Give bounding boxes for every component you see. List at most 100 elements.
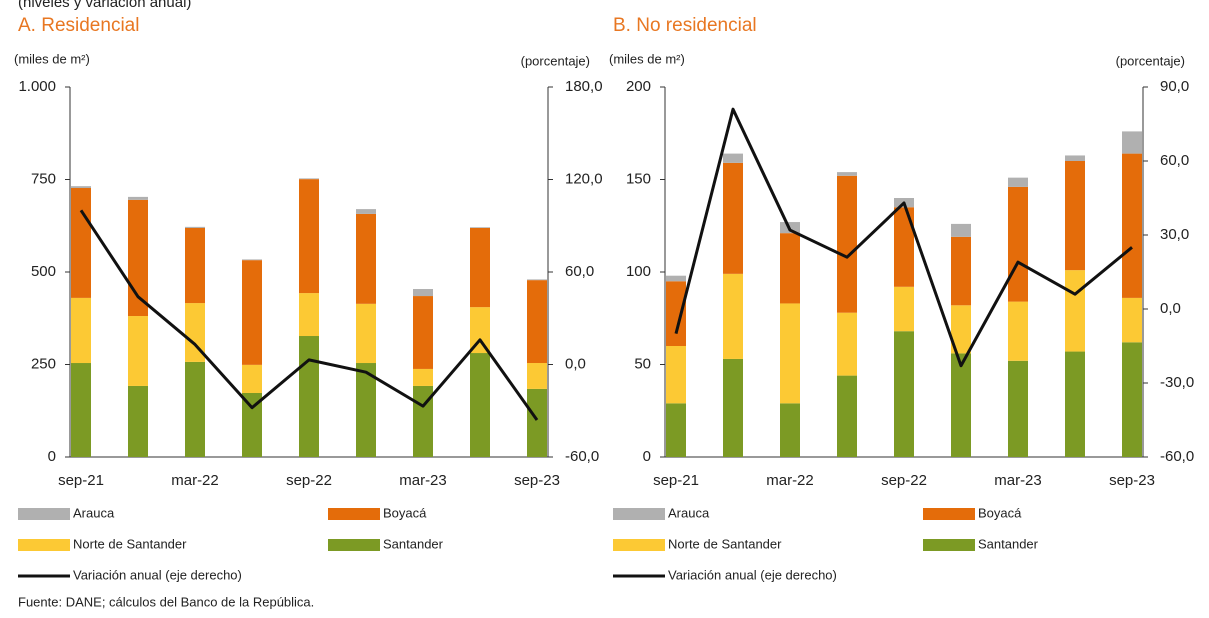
legend-label: Variación anual (eje derecho) (668, 567, 837, 582)
y2-tick-label: 90,0 (1160, 78, 1189, 95)
y-axis-label: (miles de m²) (609, 51, 685, 66)
legend-swatch (18, 508, 70, 520)
bar-segment (356, 213, 376, 304)
bar-segment (413, 368, 433, 386)
bar-segment (185, 303, 205, 362)
legend-label: Boyacá (383, 505, 427, 520)
legend-swatch (613, 508, 665, 520)
bar-segment (951, 353, 971, 457)
bar-segment (413, 296, 433, 369)
x-tick-label: sep-23 (1109, 472, 1155, 489)
bar-segment (299, 178, 319, 180)
bar-segment (1065, 161, 1085, 271)
bar-segment (894, 331, 914, 457)
legend-swatch (613, 539, 665, 551)
x-tick-label: sep-21 (58, 472, 104, 489)
bar-segment (951, 305, 971, 354)
legend-label: Arauca (73, 505, 115, 520)
bar-segment (951, 223, 971, 237)
bar-segment (356, 303, 376, 364)
bar-segment (128, 385, 148, 457)
bar-segment (1122, 297, 1142, 343)
y-tick-label: 250 (31, 355, 56, 372)
subtitle: (niveles y variación anual) (18, 0, 191, 11)
bar-segment (780, 233, 800, 304)
bar-segment (128, 316, 148, 386)
bar-segment (242, 364, 262, 393)
legend-label: Arauca (668, 505, 710, 520)
bar-segment (1122, 342, 1142, 457)
bar-segment (894, 286, 914, 332)
bar-segment (666, 275, 686, 282)
bar-segment (723, 153, 743, 163)
bar-segment (527, 388, 547, 457)
bar-segment (71, 186, 91, 189)
y-tick-label: 500 (31, 263, 56, 280)
y2-tick-label: 30,0 (1160, 226, 1189, 243)
y2-axis-label: (porcentaje) (1116, 53, 1185, 68)
bar-segment (951, 236, 971, 306)
bar-segment (527, 363, 547, 389)
bar-segment (837, 312, 857, 376)
source: Fuente: DANE; cálculos del Banco de la R… (18, 594, 314, 609)
bar-segment (723, 358, 743, 457)
panel-title: B. No residencial (613, 15, 757, 36)
y-tick-label: 50 (634, 355, 651, 372)
panel-title: A. Residencial (18, 15, 139, 36)
bar-segment (470, 307, 490, 354)
y2-tick-label: -60,0 (565, 448, 599, 465)
x-tick-label: sep-22 (286, 472, 332, 489)
bar-segment (837, 175, 857, 313)
bar-segment (527, 280, 547, 364)
bar-segment (356, 209, 376, 214)
bar-segment (1065, 351, 1085, 457)
bar-segment (1122, 131, 1142, 154)
x-tick-label: sep-23 (514, 472, 560, 489)
bar-segment (1008, 360, 1028, 457)
bar-segment (71, 363, 91, 457)
bar-segment (780, 303, 800, 404)
y2-tick-label: 180,0 (565, 78, 603, 95)
bar-segment (71, 188, 91, 298)
y-tick-label: 0 (48, 448, 56, 465)
legend-label: Boyacá (978, 505, 1022, 520)
bar-segment (837, 172, 857, 176)
bar-segment (356, 363, 376, 457)
bar-segment (527, 279, 547, 281)
bar-segment (128, 196, 148, 200)
bar-segment (666, 403, 686, 457)
bar-segment (299, 179, 319, 294)
y2-tick-label: 0,0 (565, 355, 586, 372)
bar-segment (780, 403, 800, 457)
y-tick-label: 750 (31, 170, 56, 187)
bar-segment (470, 353, 490, 457)
bar-segment (666, 346, 686, 404)
bar-segment (1065, 155, 1085, 161)
bar-segment (185, 361, 205, 457)
y-tick-label: 0 (643, 448, 651, 465)
legend-label: Norte de Santander (73, 536, 187, 551)
y-tick-label: 1.000 (18, 78, 56, 95)
bar-segment (1065, 270, 1085, 352)
legend-swatch (923, 508, 975, 520)
bar-segment (837, 375, 857, 457)
bar-segment (1008, 177, 1028, 187)
bar-segment (470, 227, 490, 228)
bar-segment (894, 207, 914, 287)
legend-label: Norte de Santander (668, 536, 782, 551)
bar-segment (242, 259, 262, 261)
legend-swatch (18, 539, 70, 551)
y2-tick-label: 60,0 (1160, 152, 1189, 169)
x-tick-label: mar-22 (171, 472, 219, 489)
bar-segment (413, 289, 433, 297)
bar-segment (470, 227, 490, 308)
y2-tick-label: 120,0 (565, 170, 603, 187)
y2-tick-label: 60,0 (565, 263, 594, 280)
bar-segment (242, 260, 262, 365)
x-tick-label: mar-23 (399, 472, 447, 489)
bar-segment (1122, 153, 1142, 298)
bar-segment (723, 273, 743, 359)
bar-segment (185, 226, 205, 228)
bar-segment (71, 297, 91, 364)
